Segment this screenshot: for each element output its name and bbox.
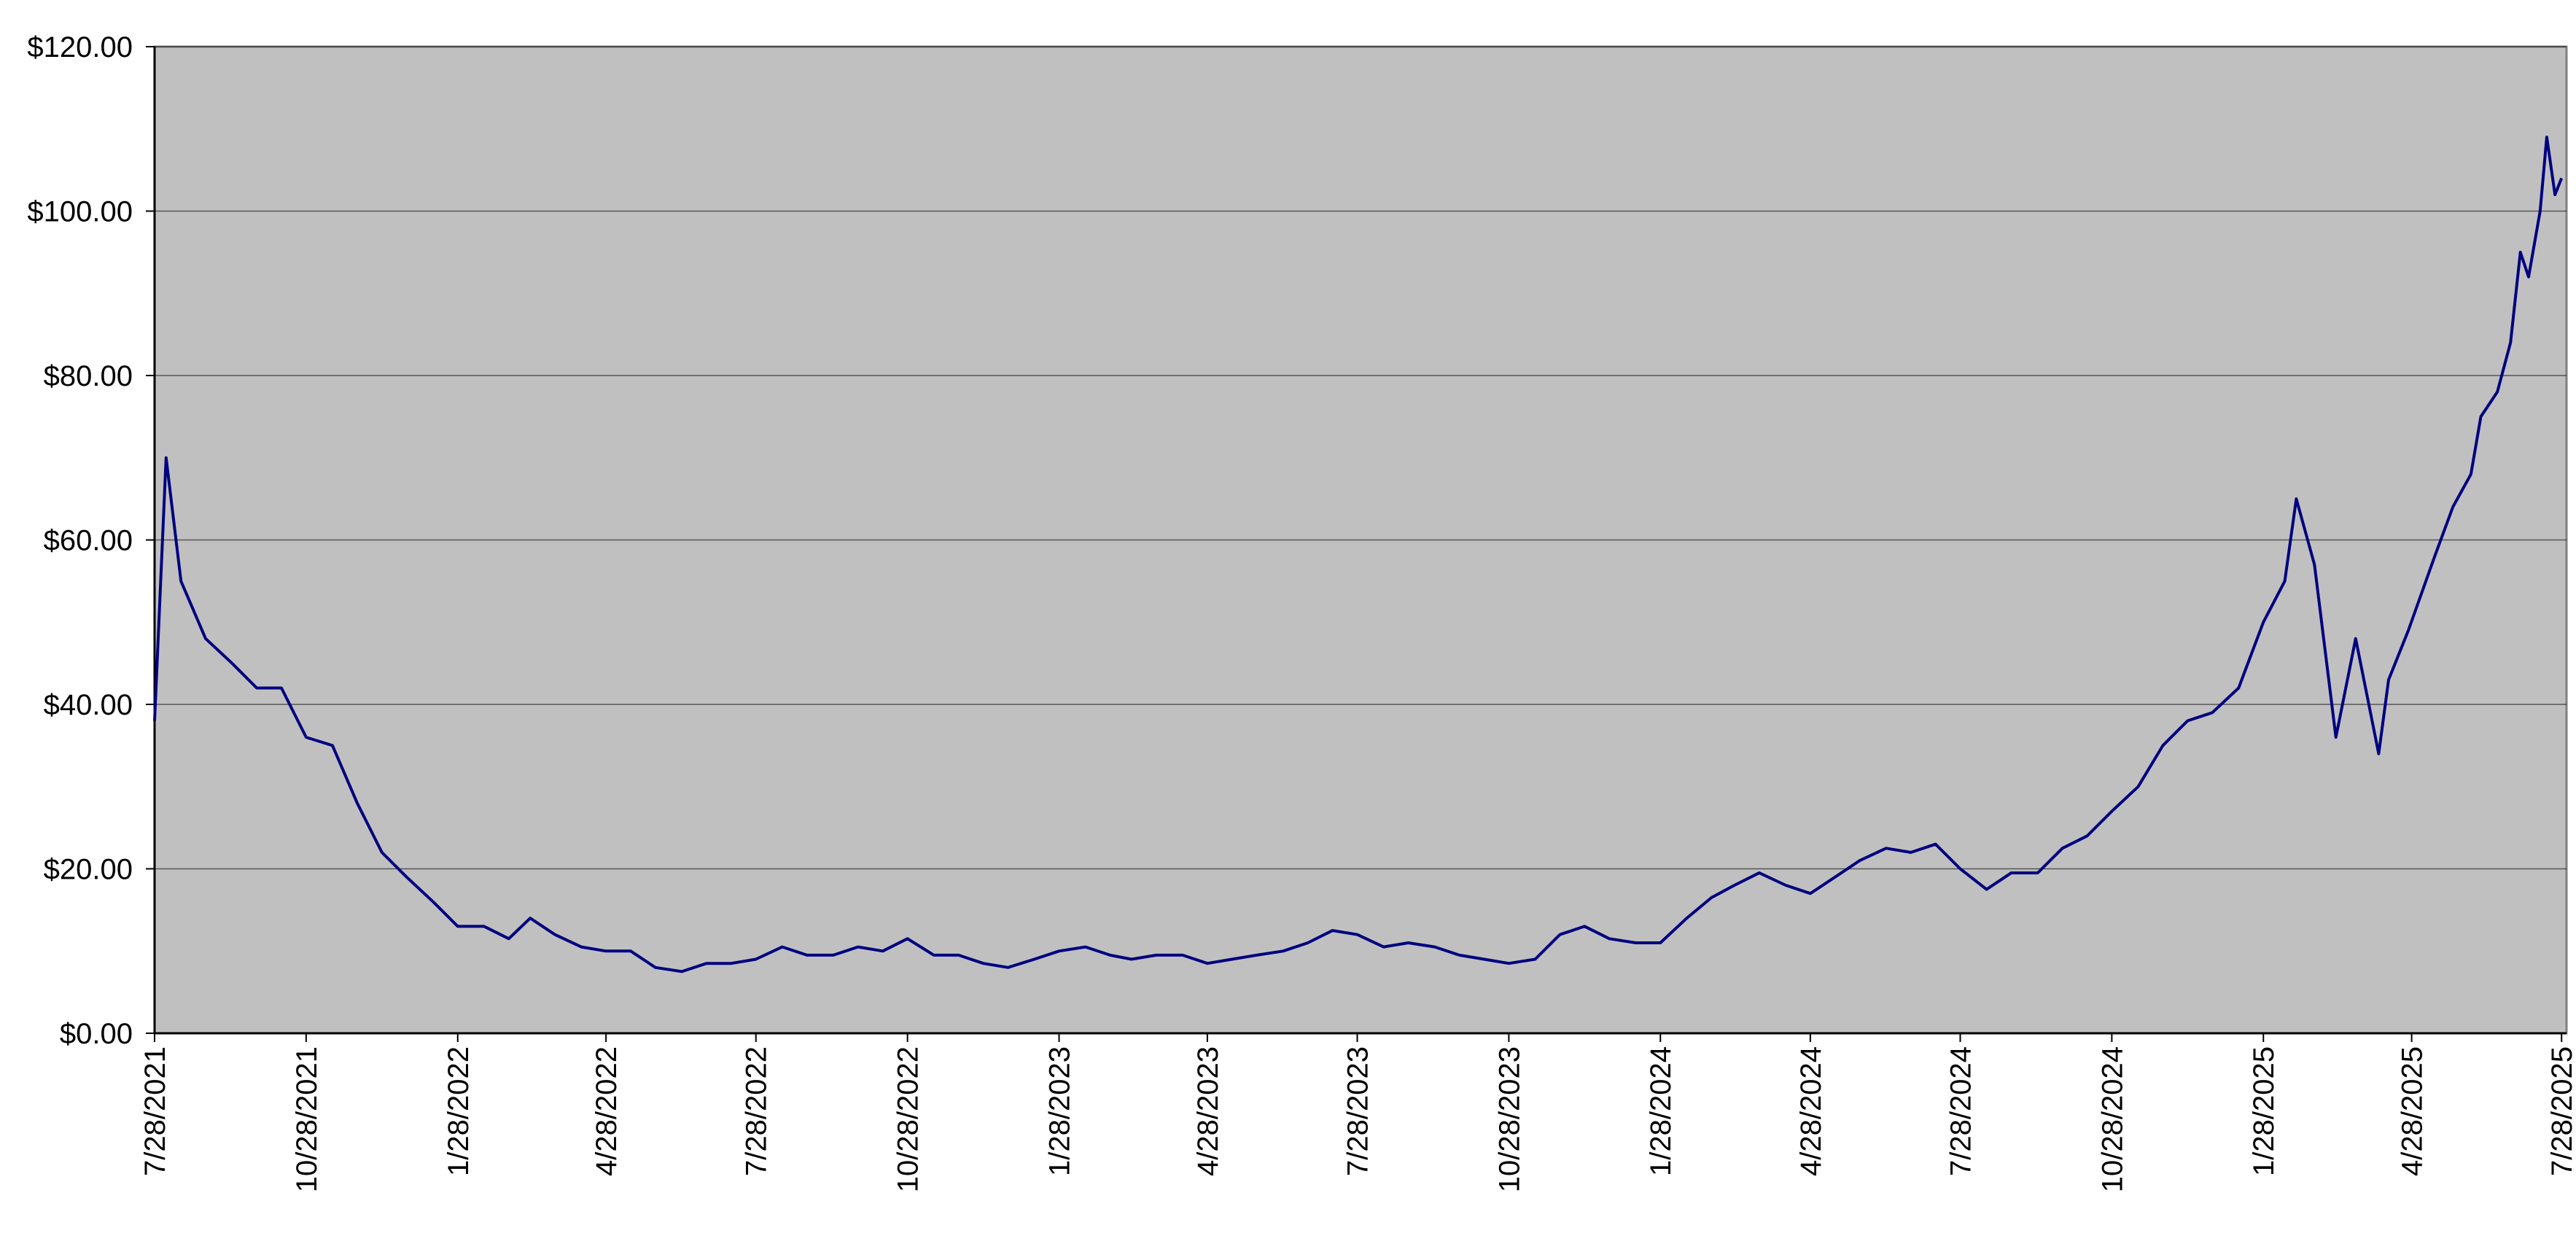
y-tick-label: $80.00 bbox=[44, 360, 133, 392]
x-tick-label: 10/28/2023 bbox=[1493, 1046, 1525, 1192]
price-line bbox=[153, 136, 2564, 973]
y-tick-label: $120.00 bbox=[27, 31, 133, 63]
x-tick-label: 1/28/2024 bbox=[1645, 1046, 1677, 1176]
y-tick-label: $60.00 bbox=[44, 525, 133, 557]
x-tick-label: 1/28/2022 bbox=[443, 1046, 475, 1176]
x-tick-label: 10/28/2024 bbox=[2096, 1046, 2128, 1192]
x-tick-label: 4/28/2022 bbox=[591, 1046, 623, 1176]
x-tick-label: 7/28/2024 bbox=[1945, 1046, 1977, 1176]
x-tick-label: 4/28/2024 bbox=[1795, 1046, 1827, 1176]
x-tick-label: 7/28/2022 bbox=[741, 1046, 773, 1176]
y-tick-label: $100.00 bbox=[27, 196, 133, 228]
x-tick-label: 7/28/2025 bbox=[2546, 1046, 2576, 1176]
y-tick-label: $0.00 bbox=[60, 1018, 133, 1050]
x-tick-label: 10/28/2022 bbox=[892, 1046, 925, 1192]
x-tick-label: 4/28/2023 bbox=[1192, 1046, 1224, 1176]
x-tick-label: 4/28/2025 bbox=[2397, 1046, 2429, 1176]
x-tick-label: 7/28/2021 bbox=[139, 1046, 171, 1176]
y-tick-label: $40.00 bbox=[44, 689, 133, 721]
x-tick-label: 10/28/2021 bbox=[291, 1046, 323, 1192]
x-tick-label: 1/28/2023 bbox=[1044, 1046, 1076, 1176]
x-tick-label: 1/28/2025 bbox=[2248, 1046, 2280, 1176]
x-tick-label: 7/28/2023 bbox=[1342, 1046, 1374, 1176]
y-tick-label: $20.00 bbox=[44, 854, 133, 886]
